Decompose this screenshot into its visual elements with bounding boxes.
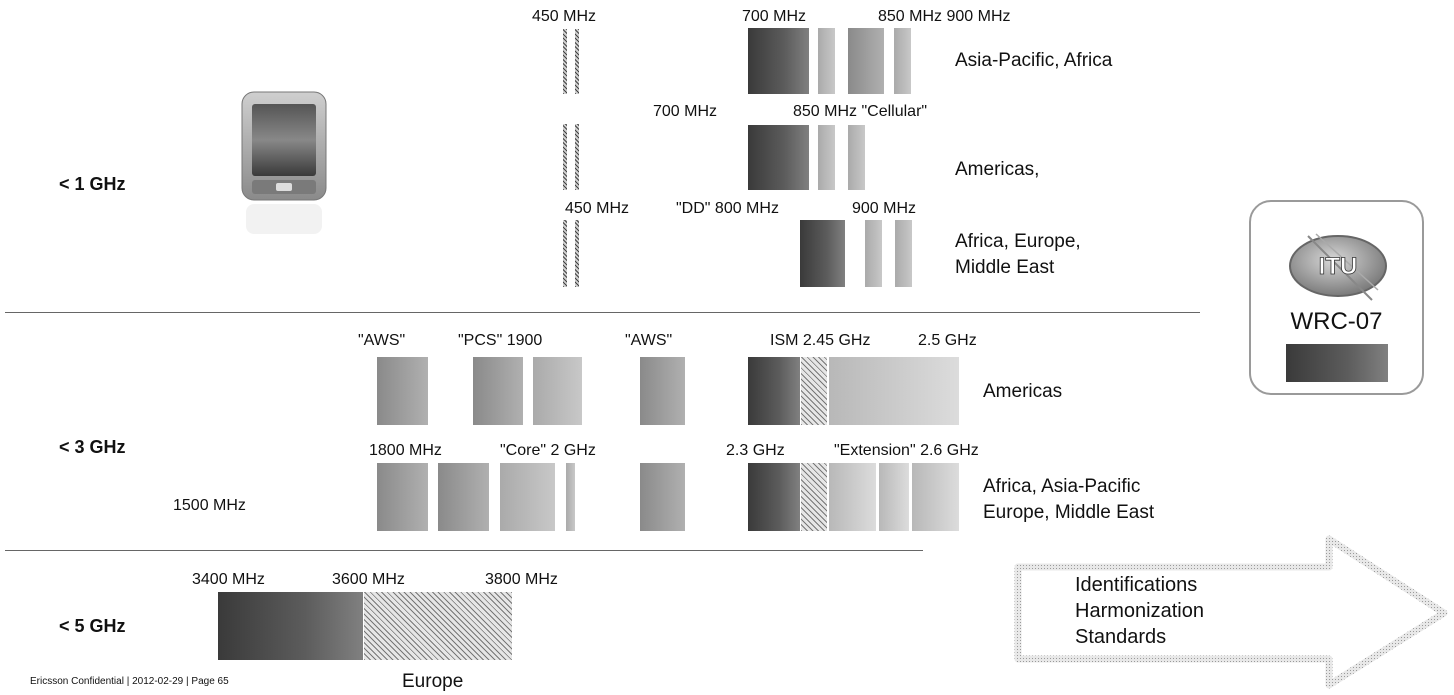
band-block-aws-2 <box>640 357 685 425</box>
footer-text: Ericsson Confidential | 2012-02-29 | Pag… <box>30 676 229 687</box>
band-label-700mhz-apac: 700 MHz <box>742 8 807 25</box>
region-label-americas-1ghz: Americas, <box>955 159 1040 180</box>
band-block-extension-b <box>879 463 909 531</box>
band-block-850mhz-americas-a <box>818 125 835 190</box>
band-block-450mhz-apac-b <box>575 29 579 94</box>
arrow-shape-icon <box>1014 535 1448 689</box>
band-label-aws-2: "AWS" <box>625 332 673 349</box>
outcome-harmonization: Harmonization <box>1075 600 1204 622</box>
band-label-dd-800mhz: "DD" 800 MHz <box>676 200 779 217</box>
band-block-700mhz-apac <box>748 28 809 94</box>
band-block-extension-a <box>829 463 876 531</box>
divider-1ghz-3ghz <box>5 312 1200 313</box>
band-block-core-2ghz <box>500 463 555 531</box>
band-label-3600mhz: 3600 MHz <box>332 571 405 588</box>
band-block-pcs-a <box>473 357 523 425</box>
band-block-900mhz-emea-b <box>895 220 912 287</box>
band-label-1500mhz: 1500 MHz <box>173 497 246 514</box>
band-label-pcs-1900: "PCS" 1900 <box>458 332 543 349</box>
band-block-450mhz-americas-a <box>563 124 567 190</box>
region-label-europe: Europe <box>402 671 464 692</box>
category-under-1ghz: < 1 GHz <box>59 174 126 194</box>
band-block-extension-c <box>912 463 959 531</box>
band-block-2ghz-upper <box>640 463 685 531</box>
band-label-450mhz-emea: 450 MHz <box>565 200 630 217</box>
band-block-850mhz-apac <box>818 28 835 94</box>
band-label-core-2ghz: "Core" 2 GHz <box>500 442 596 459</box>
category-under-5ghz: < 5 GHz <box>59 616 126 636</box>
itu-logo-icon: ITU <box>1289 233 1387 301</box>
band-label-extension-26ghz: "Extension" 2.6 GHz <box>834 442 979 459</box>
region-label-africa-asia-europe-me: Africa, Asia-Pacific Europe, Middle East <box>983 476 1155 523</box>
outcome-identifications: Identifications <box>1075 574 1198 596</box>
outcome-standards: Standards <box>1075 626 1167 648</box>
region-label-africa-europe-middle-east: Africa, Europe, Middle East <box>955 231 1081 278</box>
band-block-aws-1 <box>377 357 428 425</box>
divider-3ghz-5ghz <box>5 550 923 551</box>
band-block-ism-americas <box>801 357 827 425</box>
band-block-900mhz-apac-a <box>848 28 884 94</box>
mobile-phone-icon <box>241 91 327 234</box>
outcomes-list: Identifications Harmonization Standards <box>1075 572 1204 650</box>
itu-wrc-label: WRC-07 <box>1290 308 1383 335</box>
band-label-850-900mhz-apac: 850 MHz 900 MHz <box>878 8 1011 25</box>
band-block-pcs-b <box>533 357 582 425</box>
band-label-aws-1: "AWS" <box>358 332 406 349</box>
band-label-850mhz-cellular: 850 MHz "Cellular" <box>793 103 928 120</box>
band-block-3600-3800mhz <box>364 592 512 660</box>
band-label-1800mhz: 1800 MHz <box>369 442 442 459</box>
band-label-3400mhz: 3400 MHz <box>192 571 265 588</box>
band-block-900mhz-emea-a <box>865 220 882 287</box>
band-block-3400-3600mhz <box>218 592 363 660</box>
band-block-700mhz-americas <box>748 125 809 190</box>
itu-logo-text: ITU <box>1319 253 1358 280</box>
band-block-850mhz-americas-b <box>848 125 865 190</box>
category-under-3ghz: < 3 GHz <box>59 437 126 457</box>
band-block-dd-800mhz <box>800 220 845 287</box>
band-label-ism-245ghz: ISM 2.45 GHz <box>770 332 871 349</box>
band-block-25ghz-americas <box>829 357 959 425</box>
band-block-450mhz-emea-a <box>563 220 567 287</box>
band-block-23ghz-rest <box>748 463 800 531</box>
band-block-450mhz-emea-b <box>575 220 579 287</box>
band-label-23ghz: 2.3 GHz <box>726 442 785 459</box>
band-label-3800mhz: 3800 MHz <box>485 571 558 588</box>
band-label-25ghz: 2.5 GHz <box>918 332 977 349</box>
region-label-asia-pacific-africa: Asia-Pacific, Africa <box>955 50 1113 71</box>
band-block-1800mhz-a <box>377 463 428 531</box>
band-block-23ghz-americas <box>748 357 800 425</box>
band-block-ism-rest <box>801 463 827 531</box>
band-block-1800mhz-b <box>438 463 489 531</box>
band-block-450mhz-apac-a <box>563 29 567 94</box>
band-label-700mhz-americas: 700 MHz <box>653 103 718 120</box>
band-block-core-2ghz-narrow <box>566 463 575 531</box>
band-label-900mhz-emea: 900 MHz <box>852 200 917 217</box>
itu-band-swatch <box>1286 344 1388 382</box>
band-label-450mhz-apac: 450 MHz <box>532 8 597 25</box>
band-block-900mhz-apac-b <box>894 28 911 94</box>
band-block-450mhz-americas-b <box>575 124 579 190</box>
region-label-americas-3ghz: Americas <box>983 381 1063 402</box>
